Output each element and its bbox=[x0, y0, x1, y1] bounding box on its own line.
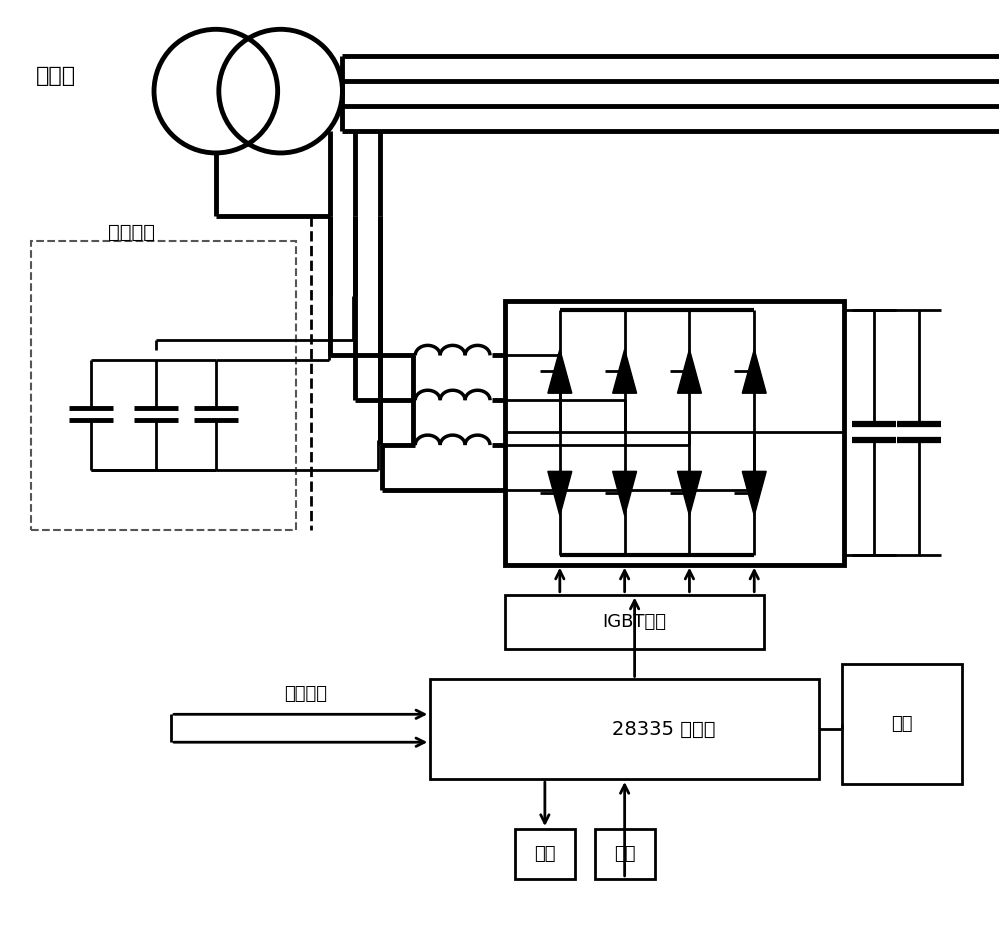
Polygon shape bbox=[742, 350, 766, 393]
Polygon shape bbox=[548, 471, 572, 516]
Bar bbox=[31, 240, 296, 530]
Bar bbox=[842, 664, 962, 784]
Bar bbox=[505, 300, 844, 564]
Bar bbox=[505, 595, 764, 650]
Polygon shape bbox=[548, 350, 572, 393]
Bar bbox=[430, 679, 819, 779]
Text: 测量信号: 测量信号 bbox=[284, 685, 327, 703]
Polygon shape bbox=[613, 350, 637, 393]
Text: 28335 控制器: 28335 控制器 bbox=[612, 720, 715, 739]
Text: 电力电容: 电力电容 bbox=[108, 223, 155, 242]
Text: 开出: 开出 bbox=[534, 845, 556, 863]
Polygon shape bbox=[613, 471, 637, 516]
Polygon shape bbox=[677, 350, 701, 393]
Text: 开入: 开入 bbox=[614, 845, 635, 863]
Text: 变压器: 变压器 bbox=[36, 66, 76, 86]
Bar bbox=[515, 829, 575, 879]
Bar bbox=[595, 829, 655, 879]
Polygon shape bbox=[677, 471, 701, 516]
Polygon shape bbox=[742, 471, 766, 516]
Text: 通信: 通信 bbox=[891, 715, 913, 733]
Text: IGBT驱动: IGBT驱动 bbox=[603, 613, 667, 631]
